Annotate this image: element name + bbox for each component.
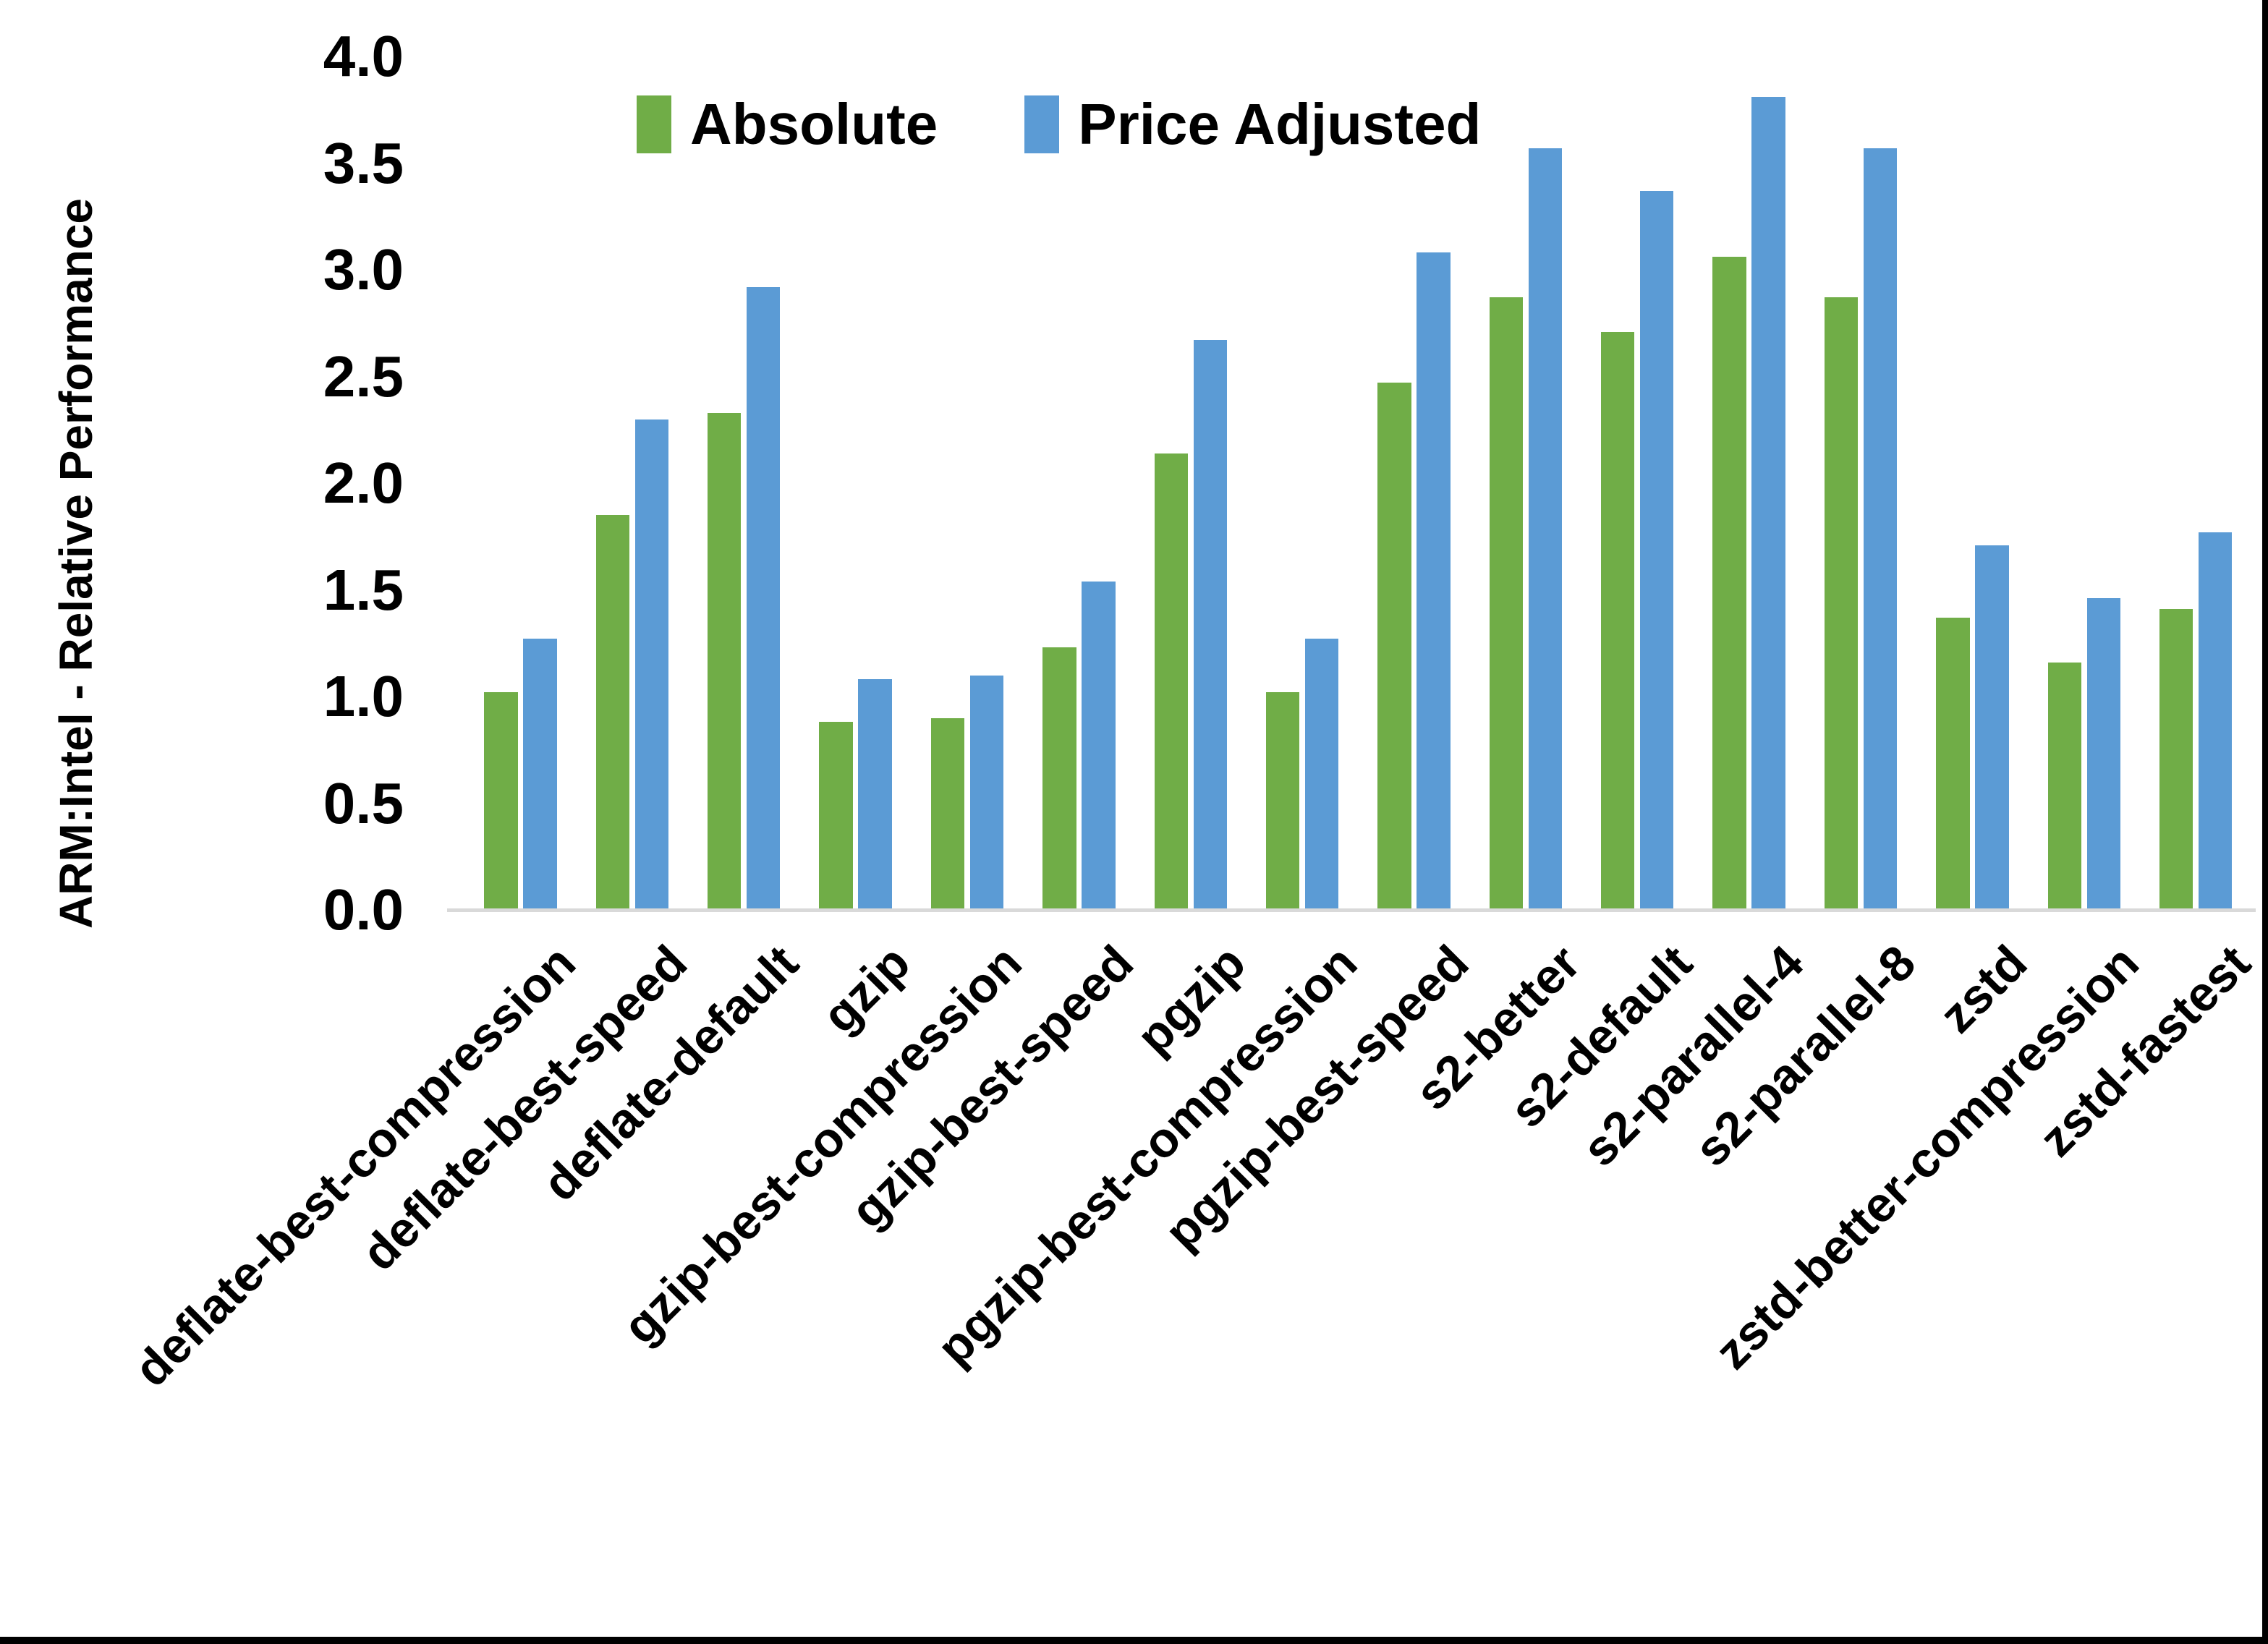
bar-absolute-s2-parallel-4 [1712,257,1746,910]
bar-absolute-s2-default [1601,331,1635,910]
x-category-label: deflate-best-compression [123,934,586,1397]
legend-swatch-icon [637,95,671,153]
bar-absolute-pgzip [1154,453,1188,910]
bar-price-adjusted-zstd [1975,545,2009,910]
bar-absolute-zstd-fastest [2159,609,2193,910]
bar-absolute-gzip-best-speed [1042,647,1076,910]
y-tick-label: 3.5 [323,130,404,195]
bar-absolute-deflate-best-compression [484,692,518,910]
y-axis-title: ARM:Intel - Relative Performance [50,197,102,929]
bar-absolute-s2-parallel-8 [1824,297,1859,910]
bar-absolute-gzip-best-compression [930,717,965,910]
bar-price-adjusted-gzip-best-compression [969,675,1004,910]
image-border-bottom [0,1637,2268,1644]
legend-swatch-icon [1024,95,1060,153]
bar-absolute-gzip [819,722,853,910]
bar-price-adjusted-s2-better [1528,148,1563,910]
image-border-right [2262,0,2268,1644]
y-tick-label: 4.0 [323,24,404,88]
bar-price-adjusted-deflate-best-speed [634,419,669,910]
y-tick-label: 2.0 [323,451,404,515]
bar-absolute-deflate-default [708,412,742,910]
bar-price-adjusted-gzip-best-speed [1082,581,1116,910]
y-tick-label: 1.0 [323,664,404,728]
y-tick-label: 3.0 [323,237,404,302]
bar-price-adjusted-s2-parallel-8 [1863,148,1898,910]
bar-absolute-zstd [1936,617,1970,910]
legend-label: Price Adjusted [1078,92,1482,156]
bar-price-adjusted-deflate-best-compression [523,639,557,910]
y-tick-label: 0.0 [323,877,404,942]
bar-absolute-s2-better [1489,297,1524,910]
bar-absolute-pgzip-best-compression [1265,692,1300,910]
legend: Absolute Price Adjusted [637,91,1481,158]
bar-absolute-deflate-best-speed [595,515,630,910]
bar-price-adjusted-deflate-default [747,286,781,910]
bar-price-adjusted-s2-parallel-4 [1751,97,1785,910]
bar-price-adjusted-pgzip [1193,340,1227,910]
bar-absolute-zstd-better-compression [2047,662,2081,910]
bar-price-adjusted-s2-default [1640,190,1674,910]
x-axis-line [447,908,2256,912]
bar-price-adjusted-zstd-better-compression [2086,598,2120,910]
bar-price-adjusted-pgzip-best-speed [1417,252,1451,910]
bar-price-adjusted-gzip [858,679,892,910]
bar-price-adjusted-pgzip-best-compression [1304,639,1339,910]
y-tick-label: 0.5 [323,770,404,835]
bar-absolute-pgzip-best-speed [1377,383,1411,910]
legend-item: Absolute [637,91,938,158]
bar-price-adjusted-zstd-fastest [2198,532,2233,910]
legend-label: Absolute [690,92,938,156]
y-tick-label: 1.5 [323,557,404,622]
y-tick-label: 2.5 [323,344,404,409]
legend-item: Price Adjusted [1024,91,1481,158]
